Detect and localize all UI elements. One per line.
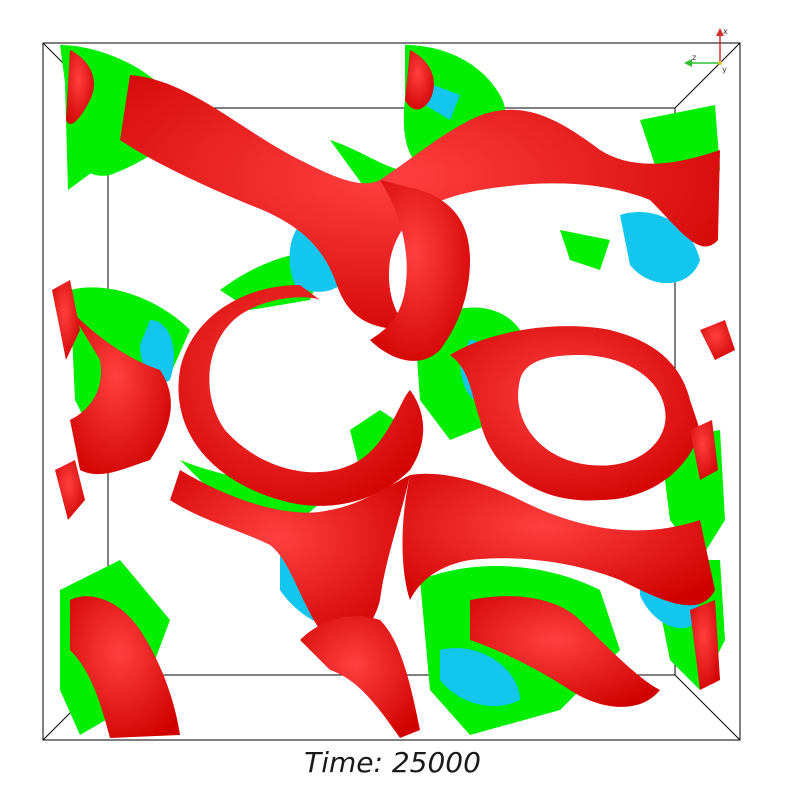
x-axis-arrow-icon (716, 28, 724, 36)
y-axis-dot-icon (718, 61, 722, 65)
z-axis-label: z (692, 53, 696, 62)
z-axis-arrow-icon (684, 59, 692, 67)
red-surface-layer (52, 50, 735, 738)
x-axis-label: x (723, 27, 728, 36)
isosurface (52, 45, 735, 738)
y-axis-label: y (722, 65, 727, 74)
orientation-axes: x z y (684, 27, 728, 74)
time-caption: Time: 25000 (304, 746, 481, 779)
